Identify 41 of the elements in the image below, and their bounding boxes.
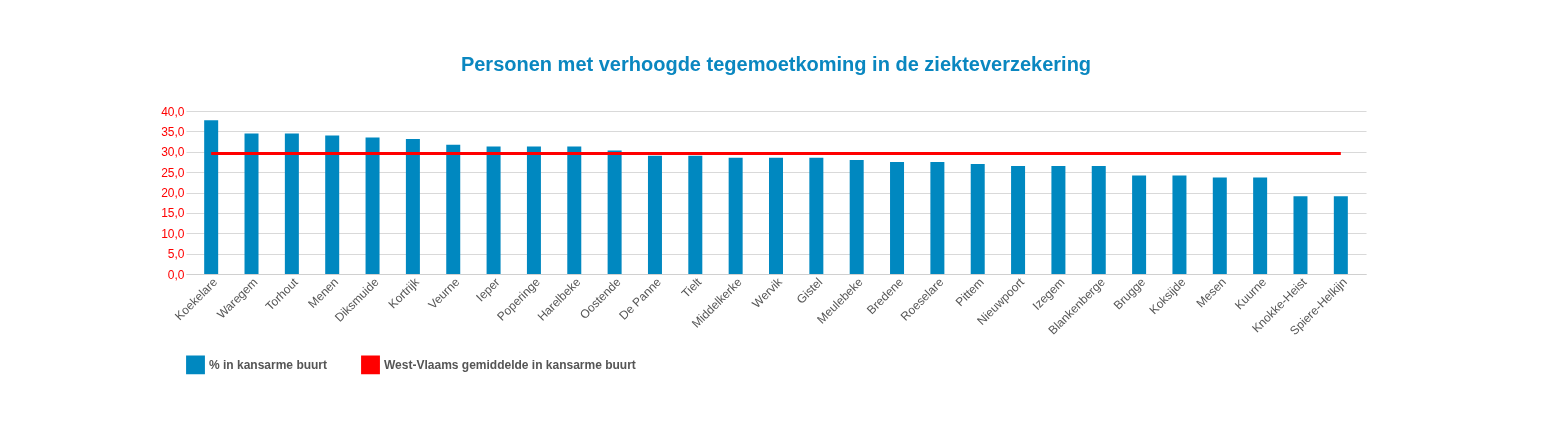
bar [769, 157, 783, 274]
bar [284, 133, 299, 274]
bar [325, 135, 340, 274]
bar [204, 120, 219, 274]
bar [486, 146, 501, 274]
bar [1091, 166, 1106, 274]
bar [567, 146, 582, 274]
legend-label: West-Vlaams gemiddelde in kansarme buurt [384, 357, 636, 372]
bar [607, 150, 622, 274]
bar [930, 161, 945, 274]
bar [728, 157, 743, 274]
y-tick-label: 30,0 [161, 145, 185, 160]
bar [849, 159, 864, 274]
bar [688, 155, 703, 274]
bar [1333, 196, 1348, 274]
y-tick-label: 40,0 [161, 104, 185, 119]
bar [1011, 166, 1026, 274]
bar [526, 146, 541, 274]
y-tick-label: 10,0 [161, 226, 185, 241]
bar [1212, 177, 1227, 274]
legend-label: % in kansarme buurt [209, 357, 328, 372]
y-tick-label: 15,0 [161, 206, 185, 221]
bar [1051, 166, 1066, 274]
bar [890, 161, 905, 274]
y-tick-label: 20,0 [161, 186, 185, 200]
bar [1293, 196, 1308, 274]
bar [1253, 177, 1268, 274]
y-tick-label: 35,0 [161, 124, 185, 139]
bar [244, 133, 259, 274]
y-tick-label: 25,0 [161, 165, 185, 180]
y-tick-label: 0,0 [167, 267, 185, 282]
bar [970, 163, 985, 274]
chart-title: Personen met verhoogde tegemoetkoming in de ziekteverzekering [460, 53, 1092, 75]
bar [809, 157, 824, 274]
bar [1132, 175, 1147, 274]
bar [365, 137, 380, 274]
bar [1172, 175, 1187, 274]
y-tick-label: 5,0 [167, 247, 185, 262]
bar [446, 144, 461, 274]
bar [647, 155, 662, 274]
bar [405, 139, 420, 274]
